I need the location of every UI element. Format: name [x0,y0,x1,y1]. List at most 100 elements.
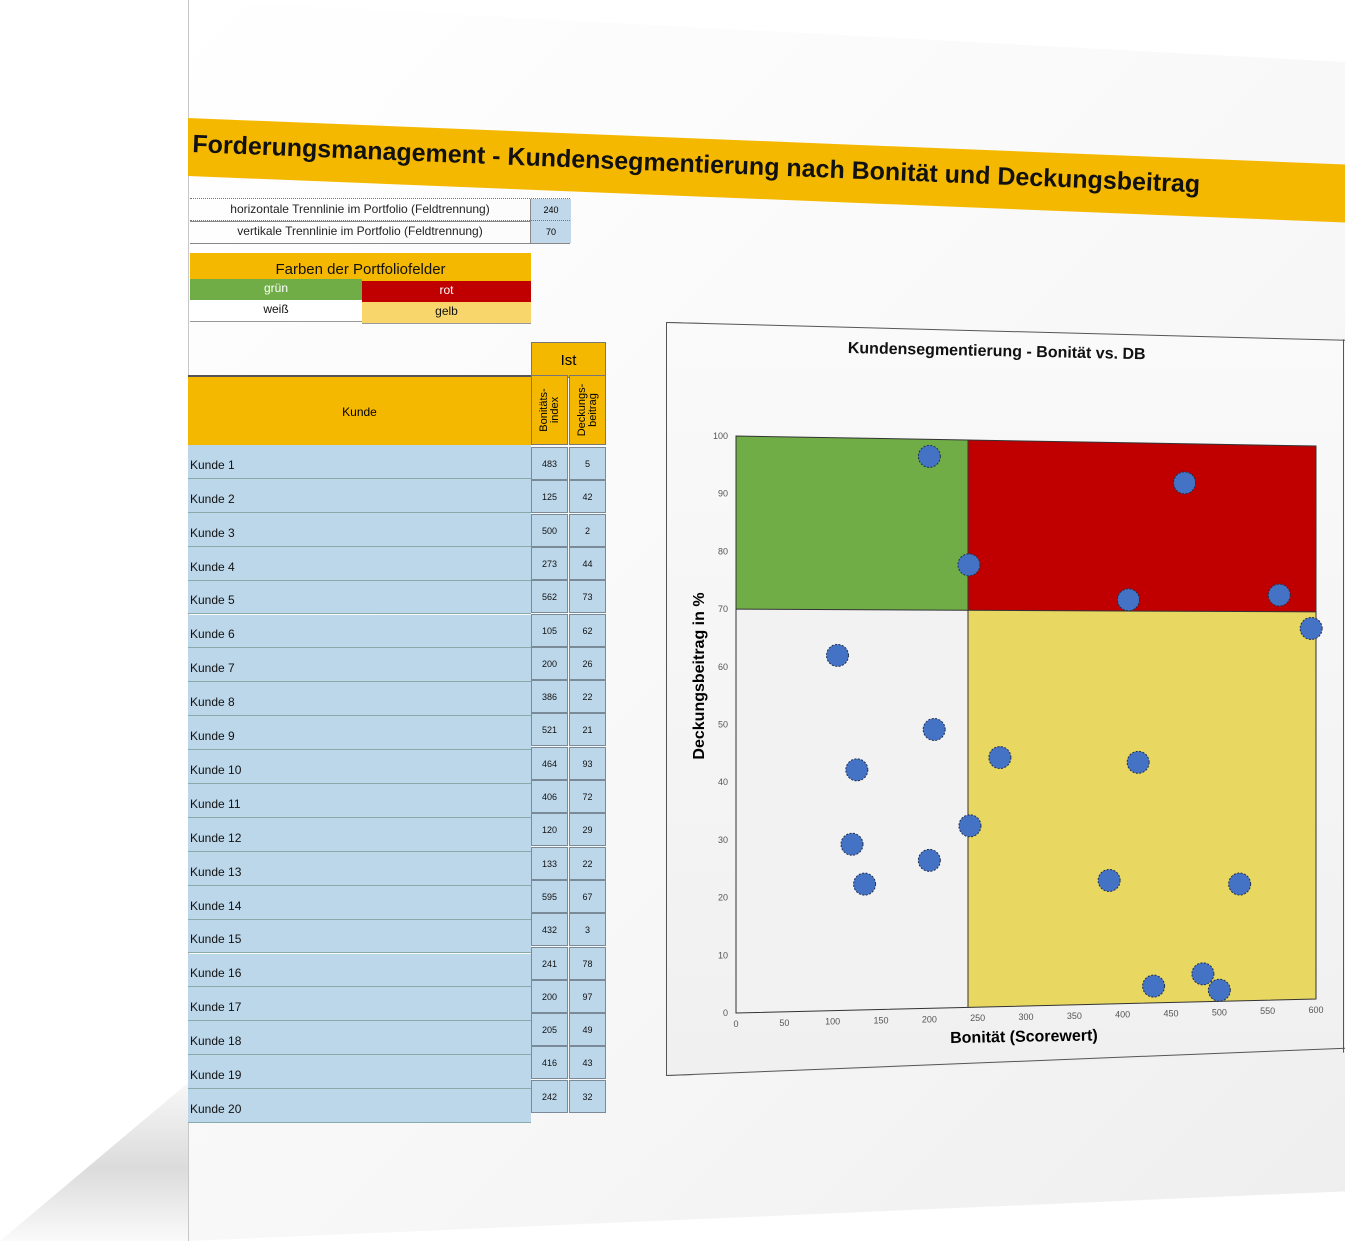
bonitaet-value[interactable]: 464 [531,746,568,780]
quadrant-bottom-right [968,610,1316,1008]
setting-value-vertical[interactable]: 70 [530,221,571,243]
db-value[interactable]: 26 [569,646,606,680]
setting-row-horizontal: horizontale Trennlinie im Portfolio (Fel… [190,198,571,222]
bonitaet-value[interactable]: 562 [531,580,568,614]
customer-name: Kunde 19 [190,1068,242,1083]
db-value[interactable]: 44 [569,546,606,580]
customer-name: Kunde 20 [190,1101,242,1116]
db-value[interactable]: 72 [569,780,606,813]
bonitaet-value[interactable]: 595 [531,879,568,913]
customer-name: Kunde 3 [190,525,235,540]
table-row: Kunde 14 [188,885,531,920]
table-header-customer: Kunde [188,375,531,445]
bonitaet-value[interactable]: 521 [531,713,568,747]
quadrant-bottom-left [736,609,968,1013]
bonitaet-value[interactable]: 432 [531,913,568,947]
data-point [1126,750,1150,774]
db-value[interactable]: 2 [569,513,606,547]
y-tick-label: 70 [718,604,728,614]
x-tick-label: 200 [922,1014,937,1024]
db-value[interactable]: 93 [569,746,606,780]
y-tick-label: 0 [723,1008,728,1018]
db-value[interactable]: 97 [569,979,606,1013]
bonitaet-value[interactable]: 416 [531,1046,568,1080]
table-row: Kunde 19 [188,1055,531,1090]
portfolio-color-2[interactable]: weiß [190,300,362,322]
table-row: Kunde 17 [188,987,531,1022]
customer-name: Kunde 10 [190,762,242,777]
bonitaet-value[interactable]: 406 [531,780,568,813]
customer-name: Kunde 14 [190,898,242,913]
data-point [1207,978,1231,1002]
table-group-header: Ist [531,342,606,378]
data-point [917,848,941,872]
setting-value-horizontal[interactable]: 240 [530,199,571,221]
db-value[interactable]: 78 [569,946,606,980]
db-value[interactable]: 22 [569,680,606,714]
customer-name: Kunde 4 [190,559,235,574]
horizontal-split-line [735,608,1317,613]
table-row: Kunde 7 [188,648,531,683]
bonitaet-value[interactable]: 273 [531,546,568,580]
data-point [958,814,982,838]
data-point [922,718,946,742]
bonitaet-value[interactable]: 205 [531,1013,568,1047]
x-tick-label: 250 [970,1013,985,1023]
db-value[interactable]: 43 [569,1046,606,1080]
db-value[interactable]: 49 [569,1013,606,1047]
y-tick-label: 80 [718,546,728,556]
bonitaet-value[interactable]: 120 [531,813,568,847]
customer-name: Kunde 11 [190,796,241,811]
table-header-db: Deckungs- beitrag [569,375,606,445]
db-value[interactable]: 42 [569,480,606,514]
bonitaet-value[interactable]: 500 [531,513,568,547]
bonitaet-value[interactable]: 483 [531,447,568,480]
portfolio-colors-heading: Farben der Portfoliofelder [190,253,531,281]
db-value[interactable]: 73 [569,580,606,614]
bonitaet-value[interactable]: 242 [531,1079,568,1113]
quadrant-top-left [736,436,968,611]
portfolio-color-0[interactable]: grün [190,279,362,301]
bonitaet-value[interactable]: 200 [531,646,568,680]
table-row: Kunde 4 [188,546,531,581]
db-value[interactable]: 62 [569,613,606,647]
db-value[interactable]: 32 [569,1079,606,1113]
x-tick-label: 300 [1018,1012,1033,1022]
table-row: Kunde 5 [188,580,531,615]
table-row: Kunde 8 [188,682,531,717]
customer-name: Kunde 6 [190,627,235,642]
x-tick-label: 100 [825,1017,840,1027]
db-value[interactable]: 22 [569,846,606,880]
y-tick-label: 50 [718,720,728,730]
bonitaet-value[interactable]: 200 [531,979,568,1013]
y-tick-label: 90 [718,489,728,499]
db-value[interactable]: 29 [569,813,606,847]
bonitaet-value[interactable]: 241 [531,946,568,980]
bonitaet-value[interactable]: 133 [531,846,568,880]
table-row: Kunde 12 [188,817,531,852]
bonitaet-value[interactable]: 105 [531,613,568,647]
customer-name: Kunde 2 [190,491,235,506]
customer-name: Kunde 1 [190,457,235,472]
db-value[interactable]: 3 [569,913,606,947]
data-point [1173,471,1197,495]
y-tick-label: 20 [718,893,728,903]
customer-name: Kunde 12 [190,830,242,845]
table-header-bonitaet: Bonitäts- index [531,375,568,445]
db-value[interactable]: 5 [569,447,606,480]
y-tick-label: 30 [718,835,728,845]
data-point [988,746,1012,770]
bonitaet-value[interactable]: 125 [531,480,568,514]
y-tick-label: 40 [718,777,728,787]
db-value[interactable]: 67 [569,879,606,913]
customer-name: Kunde 17 [190,1000,242,1015]
portfolio-color-3[interactable]: gelb [362,302,531,324]
db-value[interactable]: 21 [569,713,606,747]
x-tick-label: 500 [1212,1007,1227,1017]
x-tick-label: 150 [873,1016,888,1026]
table-row: Kunde 3 [188,512,531,547]
data-point [1228,872,1252,896]
bonitaet-value[interactable]: 386 [531,680,568,714]
y-tick-label: 10 [718,950,728,960]
